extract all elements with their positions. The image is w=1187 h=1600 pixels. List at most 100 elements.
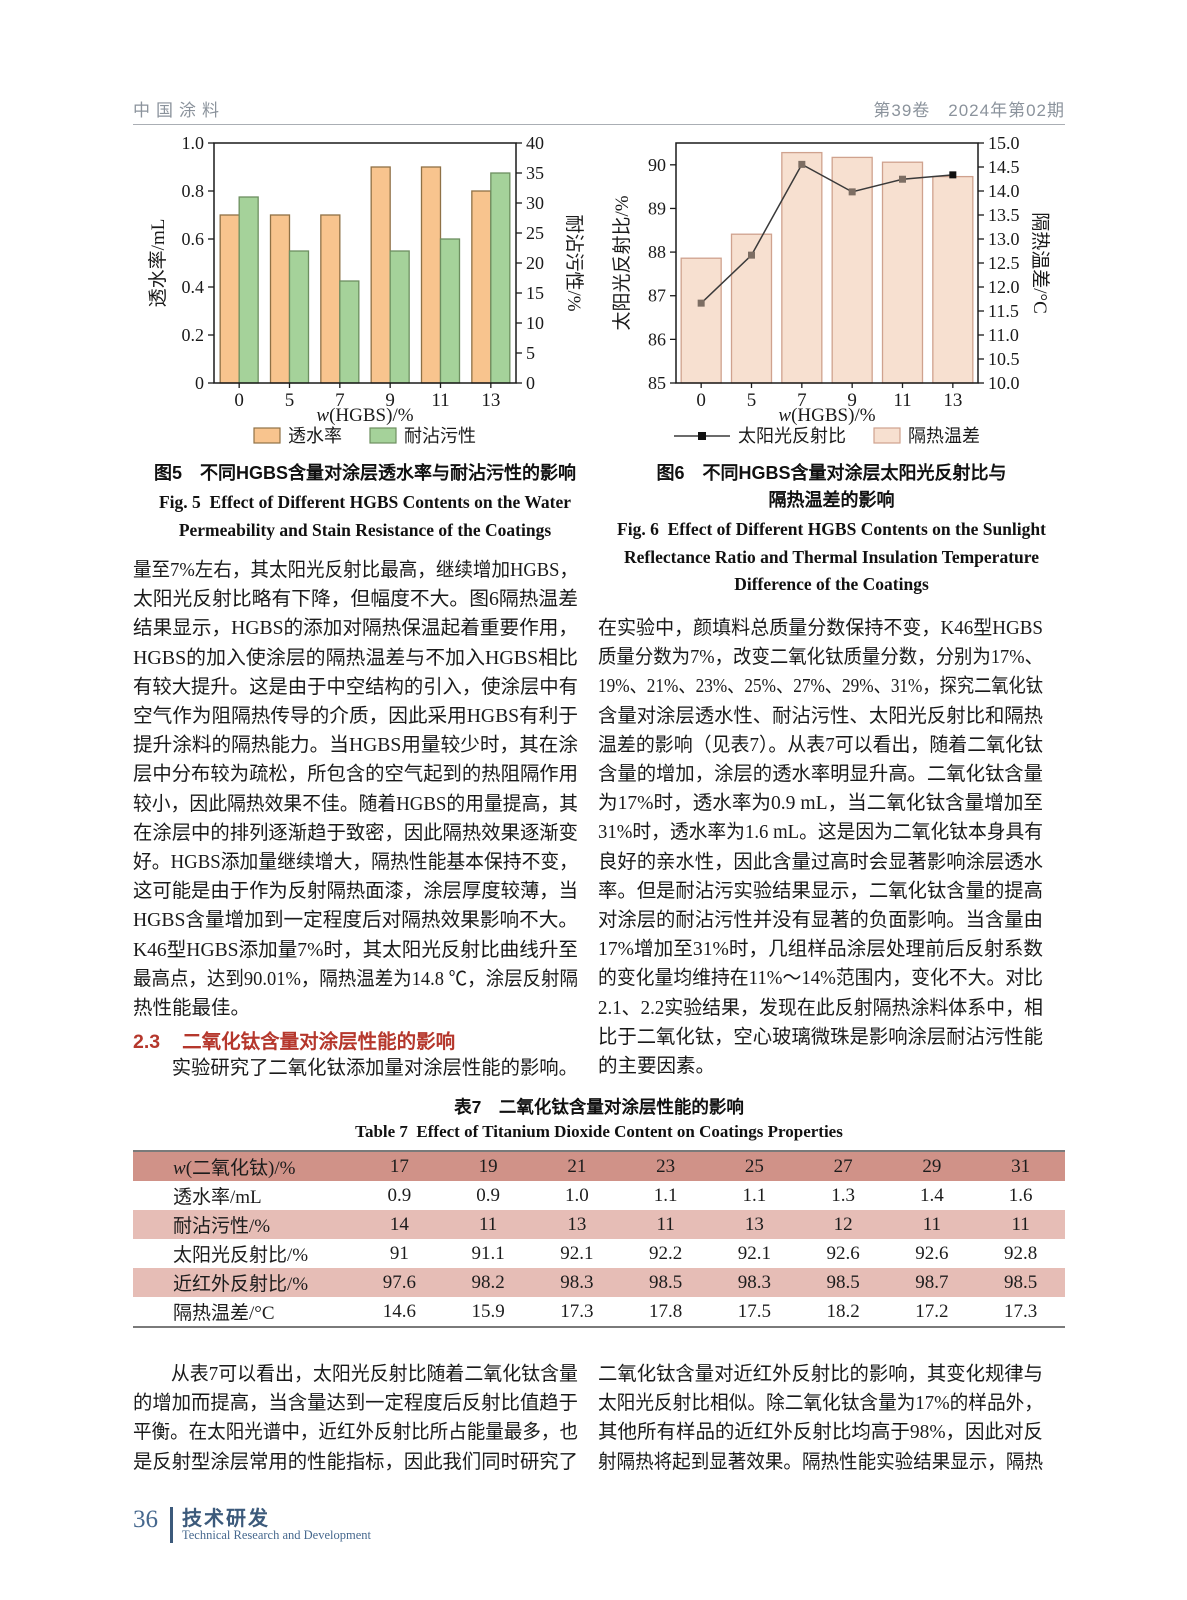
text-line: 质量分数为7%，改变二氧化钛质量分数，分别为17%、 — [598, 647, 1043, 669]
svg-text:0: 0 — [234, 390, 244, 411]
caption-line: Reflectance Ratio and Thermal Insulation… — [624, 546, 1039, 567]
cell: 27 — [833, 1155, 853, 1177]
caption-line: Permeability and Stain Resistance of the… — [178, 519, 552, 540]
table7: w(二氧化钛)/% 17 19 21 23 25 27 29 31 透水率/mL 0.9 0.9 1.0… — [133, 1150, 1065, 1328]
svg-text:13.0: 13.0 — [988, 229, 1020, 249]
cell: 17.5 — [737, 1300, 771, 1322]
text-line: 为17%时，透水率为0.9 mL，当二氧化钛含量增加至 — [598, 793, 1043, 815]
cell: 19 — [478, 1155, 498, 1177]
caption-line: 图6 不同HGBS含量对涂层太阳光反射比与 — [656, 463, 1007, 483]
section-heading: 2.3 二氧化钛含量对涂层性能的影响 — [133, 1025, 455, 1054]
cell: 14 — [389, 1213, 409, 1235]
svg-text:13.5: 13.5 — [988, 205, 1020, 225]
text-line: 2.1、2.2实验结果，发现在此反射隔热涂料体系中，相 — [598, 997, 1043, 1019]
cell: 17.3 — [1004, 1300, 1038, 1322]
text-line: 二氧化钛含量对近红外反射比的影响，其变化规律与 — [598, 1364, 1043, 1385]
cell: 12 — [833, 1213, 853, 1235]
caption-line: Difference of the Coatings — [734, 574, 929, 594]
svg-text:5: 5 — [285, 390, 295, 411]
figure5-caption-en: Fig. 5 Effect of Different HGBS Contents… — [140, 489, 590, 544]
svg-text:9: 9 — [385, 390, 395, 411]
svg-text:5: 5 — [747, 390, 757, 411]
caption-line: 隔热温差的影响 — [768, 490, 895, 510]
figure6-caption-en: Fig. 6 Effect of Different HGBS Contents… — [598, 516, 1065, 599]
issue-info: 第39卷 2024年第02期 — [873, 101, 1065, 120]
section-title: 二氧化钛含量对涂层性能的影响 — [182, 1031, 456, 1053]
page-number: 36 — [133, 1506, 158, 1533]
text-line: 是反射型涂层常用的性能指标，因此我们同时研究了 — [133, 1451, 578, 1473]
svg-text:10: 10 — [526, 313, 544, 333]
cell: 98.5 — [826, 1271, 860, 1293]
text-line: 层中分布较为疏松，所包含的空气起到的热阻隔作用 — [133, 764, 578, 786]
left-column-paragraph2: 实验研究了二氧化钛添加量对涂层性能的影响。 — [133, 1054, 578, 1083]
table-row: 耐沾污性/% 14 11 13 11 13 12 11 11 — [133, 1210, 1065, 1239]
cell: 92.6 — [826, 1242, 860, 1264]
text-line: 其他所有样品的近红外反射比均高于98%，因此对反 — [598, 1422, 1043, 1444]
cell: 91.1 — [471, 1242, 505, 1264]
table-row: 隔热温差/°C 14.6 15.9 17.3 17.8 17.5 18.2 17.2 17.3 — [133, 1297, 1065, 1327]
svg-text:11: 11 — [893, 390, 911, 411]
cell: 1.1 — [653, 1184, 678, 1206]
footer-section-en: Technical Research and Development — [182, 1528, 371, 1542]
cell: 18.2 — [826, 1300, 860, 1322]
cell: 1.3 — [831, 1184, 855, 1206]
figure5-caption-cn: 图5 不同HGBS含量对涂层透水率与耐沾污性的影响 — [153, 463, 576, 483]
cell: 31 — [1011, 1155, 1031, 1177]
svg-text:35: 35 — [526, 163, 544, 183]
svg-text:7: 7 — [797, 390, 807, 411]
cell: 1.6 — [1008, 1184, 1033, 1206]
row-label: 近红外反射比/% — [173, 1274, 309, 1295]
text-line: 含量对涂层透水性、耐沾污性、太阳光反射比和隔热 — [598, 705, 1043, 727]
svg-text:w(HGBS)/%: w(HGBS)/% — [316, 405, 413, 426]
footer-divider — [170, 1507, 173, 1543]
figure5-chart: 0 0.2 0.4 0.6 0.8 1.0 0 5 10 15 20 25 30 35 40 0 5 7 9 11 13… — [147, 135, 585, 446]
svg-text:0: 0 — [195, 373, 204, 393]
svg-text:10.0: 10.0 — [988, 373, 1020, 393]
svg-text:隔热温差/°C: 隔热温差/°C — [1029, 212, 1051, 314]
svg-text:透水率/mL: 透水率/mL — [147, 219, 169, 308]
svg-text:14.5: 14.5 — [988, 157, 1020, 177]
cell: 17.8 — [649, 1300, 683, 1322]
svg-text:耐沾污性/%: 耐沾污性/% — [563, 214, 585, 311]
table-row: w(二氧化钛)/% 17 19 21 23 25 27 29 31 — [133, 1151, 1065, 1181]
svg-text:太阳光反射比: 太阳光反射比 — [738, 426, 846, 446]
row-label: 隔热温差/°C — [173, 1303, 275, 1324]
text-line: 太阳光反射比略有下降，但幅度不大。图6隔热温差 — [133, 589, 578, 611]
text-line: 含量的增加，涂层的透水率明显升高。二氧化钛含量 — [598, 764, 1043, 786]
cell: 11 — [922, 1213, 942, 1235]
text-line: 在涂层中的排列逐渐趋于致密，因此隔热效果逐渐变 — [133, 822, 578, 844]
cell: 98.2 — [471, 1271, 505, 1293]
text-line: 好。HGBS添加量继续增大，隔热性能基本保持不变， — [133, 852, 578, 874]
cell: 1.1 — [742, 1184, 767, 1206]
caption-line: Fig. 5 Effect of Different HGBS Contents… — [158, 492, 571, 512]
journal-name: 中国涂料 — [133, 101, 225, 120]
text-line: 17%增加至31%时，几组样品涂层处理前后反射系数 — [598, 939, 1043, 961]
right-column-paragraph: 在实验中，颜填料总质量分数保持不变，K46型HGBS 质量分数为7%，改变二氧化钛… — [598, 614, 1043, 1081]
cell: 25 — [744, 1155, 764, 1177]
text-line: HGBS含量增加到一定程度后对隔热效果影响不大。 — [133, 910, 578, 932]
row-label: 透水率/mL — [173, 1187, 262, 1208]
svg-text:88: 88 — [648, 242, 666, 262]
cell: 13 — [567, 1213, 587, 1235]
svg-text:30: 30 — [526, 193, 544, 213]
cell: 0.9 — [476, 1184, 500, 1206]
svg-text:7: 7 — [335, 390, 345, 411]
svg-text:11.0: 11.0 — [988, 325, 1019, 345]
cell: 11 — [656, 1213, 675, 1235]
cell: 1.0 — [565, 1184, 589, 1206]
text-line: 实验研究了二氧化钛添加量对涂层性能的影响。 — [133, 1058, 578, 1079]
cell: 17.2 — [915, 1300, 949, 1322]
bottom-right-paragraph: 二氧化钛含量对近红外反射比的影响，其变化规律与 太阳光反射比相似。除二氧化钛含量为… — [598, 1360, 1043, 1477]
svg-text:13: 13 — [481, 390, 500, 411]
text-line: 热性能最佳。 — [133, 998, 251, 1020]
svg-text:0.2: 0.2 — [182, 325, 205, 345]
text-line: 平衡。在太阳光谱中，近红外反射比所占能量最多，也 — [133, 1422, 578, 1444]
cell: 21 — [567, 1155, 587, 1177]
svg-text:87: 87 — [648, 286, 666, 306]
cell: 15.9 — [471, 1300, 505, 1322]
cell: 11 — [1011, 1213, 1030, 1235]
svg-text:0.8: 0.8 — [182, 181, 205, 201]
bottom-left-paragraph: 从表7可以看出，太阳光反射比随着二氧化钛含量 的增加而提高，当含量达到一定程度后反… — [133, 1360, 578, 1477]
text-line: 射隔热将起到显著效果。隔热性能实验结果显示，隔热 — [598, 1451, 1043, 1473]
cell: 98.5 — [649, 1271, 683, 1293]
